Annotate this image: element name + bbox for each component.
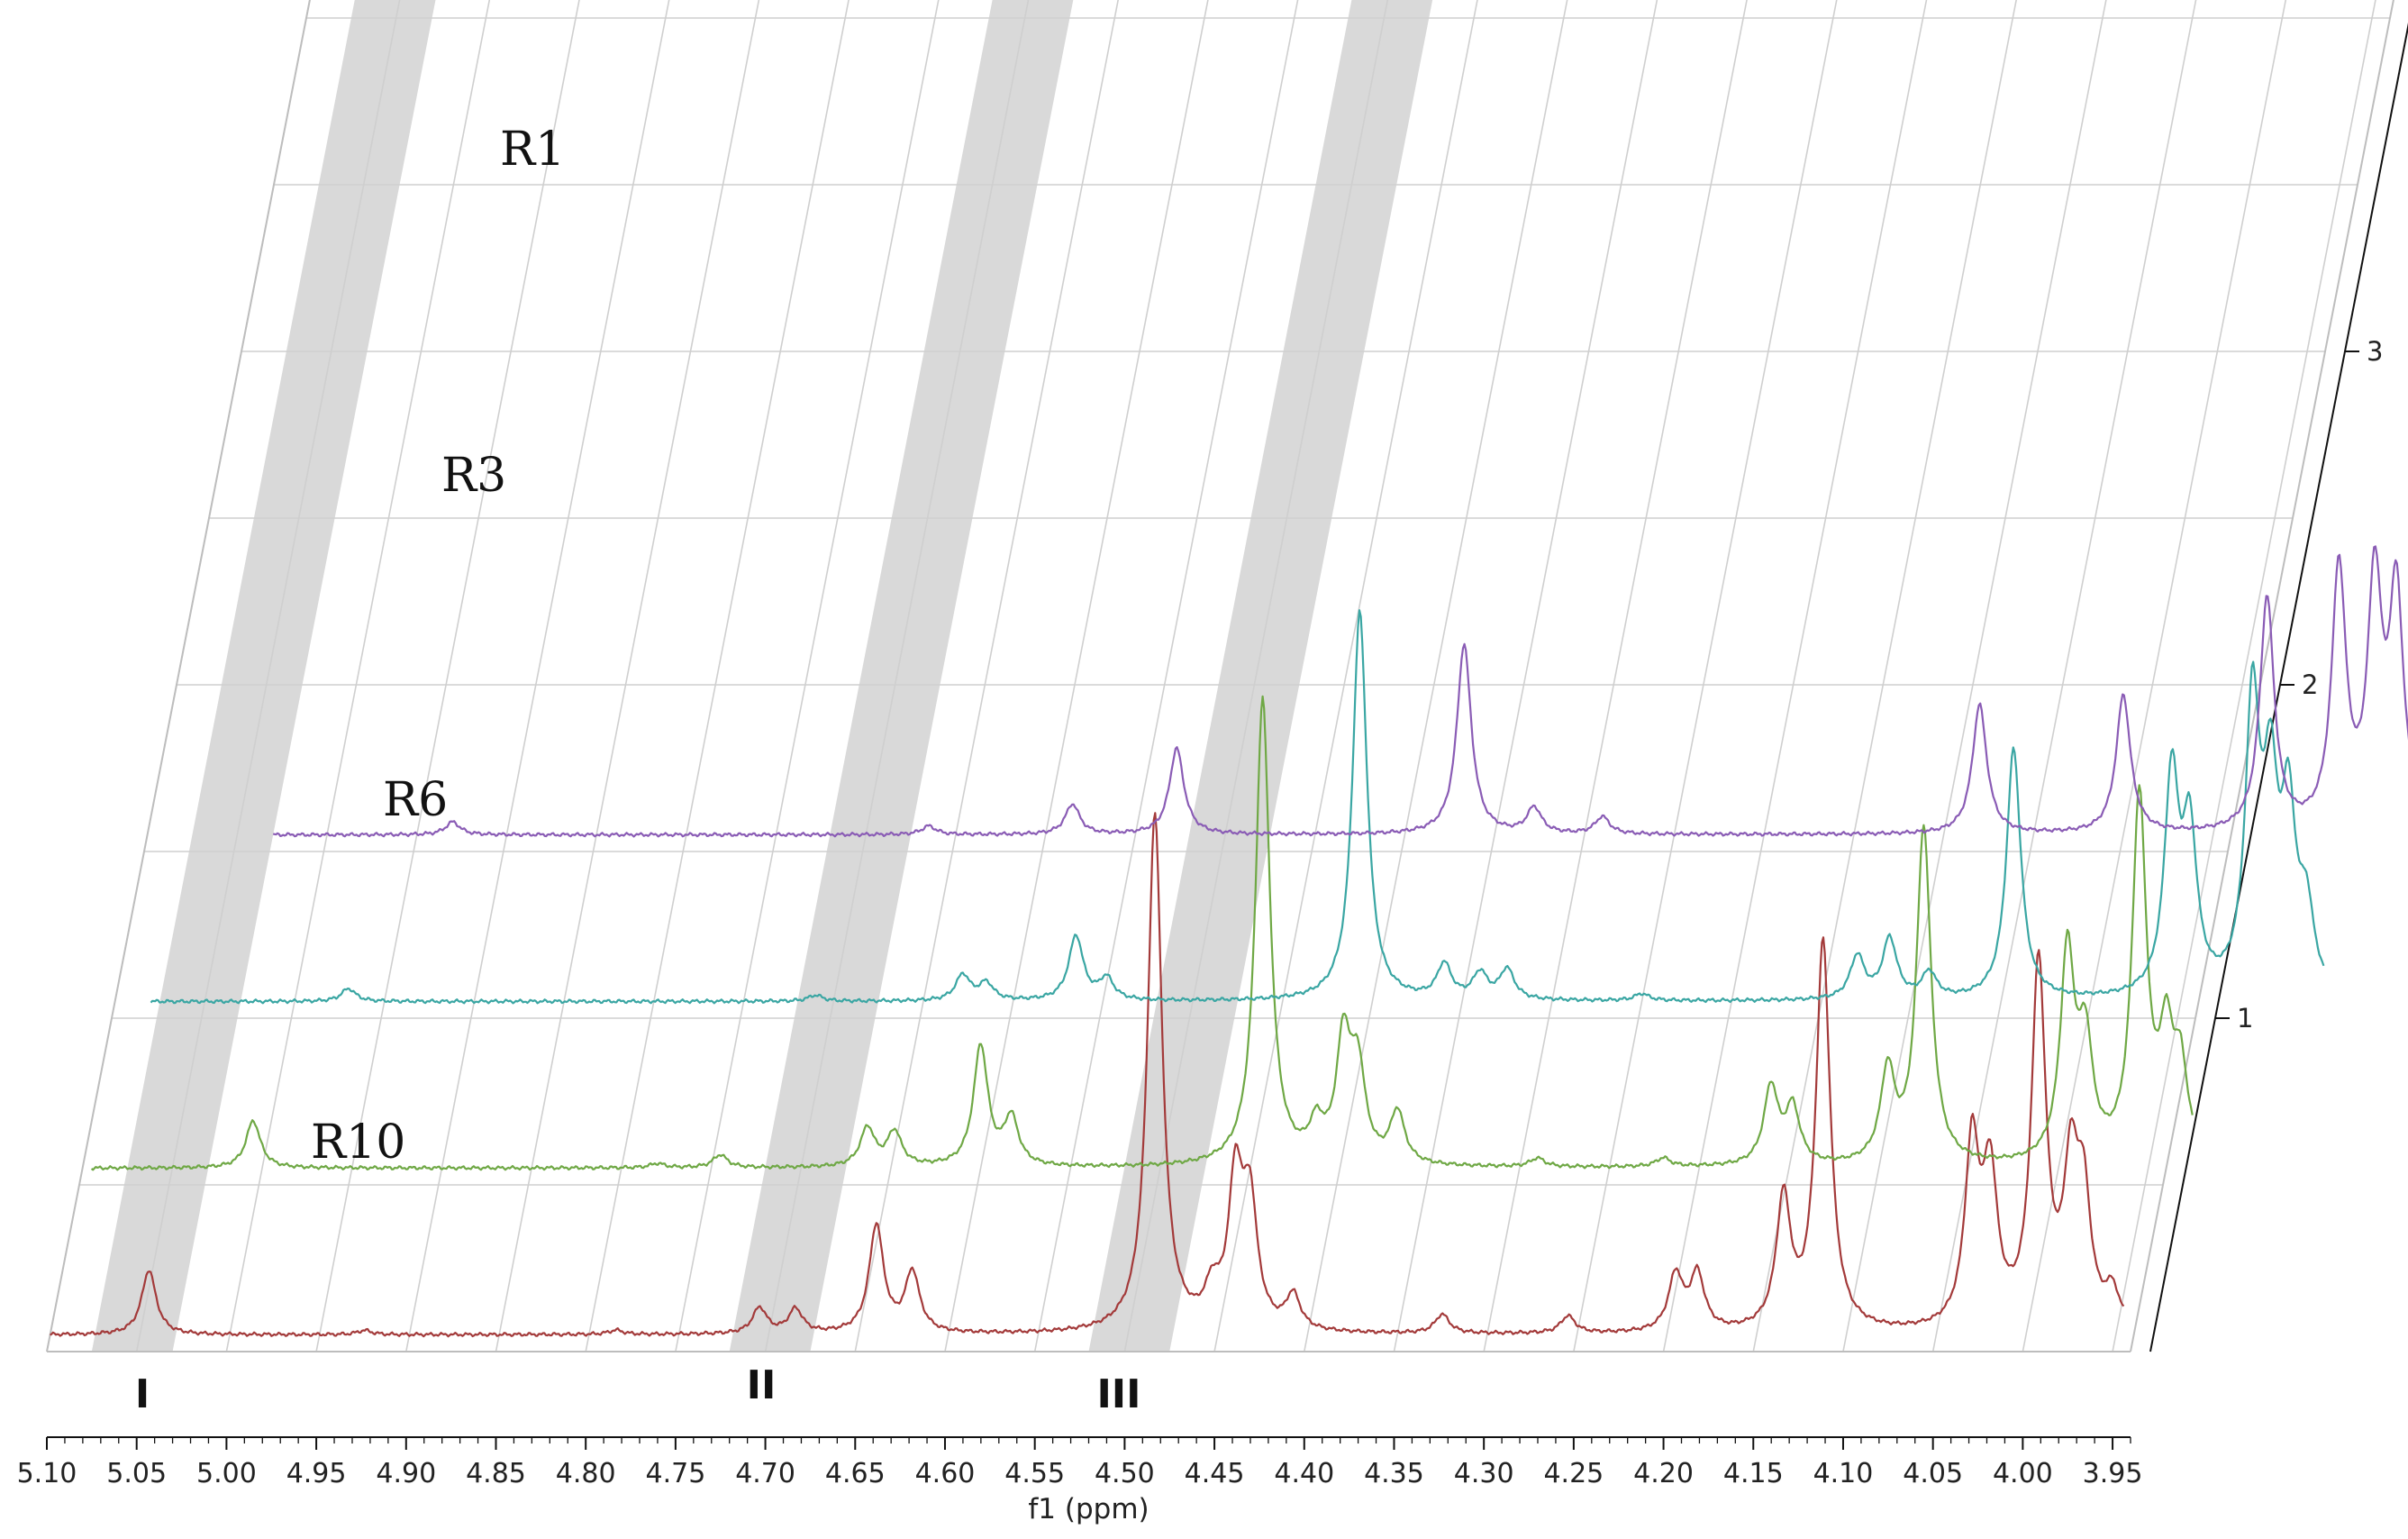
x-tick-label: 5.05 bbox=[106, 1458, 167, 1489]
grid-line-vertical bbox=[675, 0, 940, 1352]
x-tick-label: 4.15 bbox=[1723, 1458, 1784, 1489]
z-axis-line bbox=[2149, 23, 2408, 1352]
z-tick-label: 3 bbox=[2367, 336, 2383, 367]
x-tick-label: 4.45 bbox=[1185, 1458, 1245, 1489]
region-label-1: I bbox=[135, 1371, 150, 1417]
grid-line-vertical bbox=[854, 0, 1119, 1352]
x-tick-label: 4.30 bbox=[1454, 1458, 1514, 1489]
highlight-band-3 bbox=[1088, 0, 1433, 1352]
region-label-2: II bbox=[747, 1362, 777, 1408]
grid-line-vertical bbox=[585, 0, 850, 1352]
series-label-r6: R6 bbox=[383, 773, 448, 827]
axes: 12345.105.055.004.954.904.854.804.754.70… bbox=[17, 23, 2408, 1525]
x-tick-label: 4.55 bbox=[1004, 1458, 1065, 1489]
grid-line-vertical bbox=[1033, 0, 1299, 1352]
x-tick-label: 4.05 bbox=[1903, 1458, 1963, 1489]
x-tick-label: 4.70 bbox=[735, 1458, 795, 1489]
series-label-r1: R1 bbox=[500, 123, 565, 177]
grid-lines bbox=[46, 0, 2394, 1352]
plane-edge bbox=[2130, 0, 2394, 1352]
region-label-3: III bbox=[1096, 1371, 1140, 1417]
x-tick-label: 4.20 bbox=[1633, 1458, 1694, 1489]
grid-line-vertical bbox=[1842, 0, 2107, 1352]
x-tick-label: 5.10 bbox=[17, 1458, 77, 1489]
trace-r1 bbox=[272, 545, 2408, 838]
trace-r3 bbox=[150, 609, 2325, 1005]
x-tick-label: 4.40 bbox=[1274, 1458, 1334, 1489]
x-tick-label: 3.95 bbox=[2083, 1458, 2143, 1489]
x-axis-title: f1 (ppm) bbox=[1028, 1493, 1149, 1525]
spectrum-traces bbox=[50, 545, 2408, 1338]
grid-line-vertical bbox=[225, 0, 491, 1352]
grid-line-vertical bbox=[1213, 0, 1478, 1352]
grid-line-vertical bbox=[495, 0, 760, 1352]
x-tick-label: 4.75 bbox=[645, 1458, 705, 1489]
trace-r10 bbox=[50, 812, 2125, 1338]
x-tick-label: 4.35 bbox=[1364, 1458, 1424, 1489]
x-tick-label: 4.65 bbox=[825, 1458, 886, 1489]
highlight-regions bbox=[91, 0, 1433, 1352]
x-tick-label: 4.80 bbox=[556, 1458, 616, 1489]
z-tick-label: 1 bbox=[2237, 1003, 2253, 1034]
highlight-band-1 bbox=[91, 0, 436, 1352]
grid-line-vertical bbox=[135, 0, 401, 1352]
x-tick-label: 4.95 bbox=[286, 1458, 347, 1489]
x-tick-label: 4.50 bbox=[1095, 1458, 1155, 1489]
grid-line-vertical bbox=[1393, 0, 1658, 1352]
grid-line-vertical bbox=[1573, 0, 1838, 1352]
grid-line-vertical bbox=[1931, 0, 2197, 1352]
x-tick-label: 4.90 bbox=[376, 1458, 436, 1489]
grid-line-vertical bbox=[315, 0, 580, 1352]
x-tick-label: 4.60 bbox=[915, 1458, 976, 1489]
grid-line-vertical bbox=[2022, 0, 2287, 1352]
grid-line-vertical bbox=[1303, 0, 1568, 1352]
x-tick-label: 4.85 bbox=[466, 1458, 526, 1489]
z-tick-label: 2 bbox=[2302, 669, 2318, 700]
series-label-r3: R3 bbox=[441, 449, 506, 503]
trace-r6 bbox=[90, 695, 2194, 1171]
series-label-r10: R10 bbox=[311, 1116, 405, 1170]
grid-line-vertical bbox=[2112, 0, 2376, 1352]
grid-line-vertical bbox=[1662, 0, 1928, 1352]
grid-line-vertical bbox=[405, 0, 670, 1352]
grid-line-vertical bbox=[764, 0, 1030, 1352]
x-tick-label: 4.00 bbox=[1993, 1458, 2053, 1489]
highlight-band-2 bbox=[729, 0, 1074, 1352]
grid-line-vertical bbox=[1752, 0, 2017, 1352]
grid-line-vertical bbox=[1123, 0, 1389, 1352]
x-tick-label: 5.00 bbox=[196, 1458, 257, 1489]
x-tick-label: 4.25 bbox=[1543, 1458, 1604, 1489]
grid-line-vertical bbox=[1483, 0, 1748, 1352]
grid-line-vertical bbox=[944, 0, 1209, 1352]
plane-edge bbox=[46, 0, 311, 1352]
x-tick-label: 4.10 bbox=[1813, 1458, 1874, 1489]
